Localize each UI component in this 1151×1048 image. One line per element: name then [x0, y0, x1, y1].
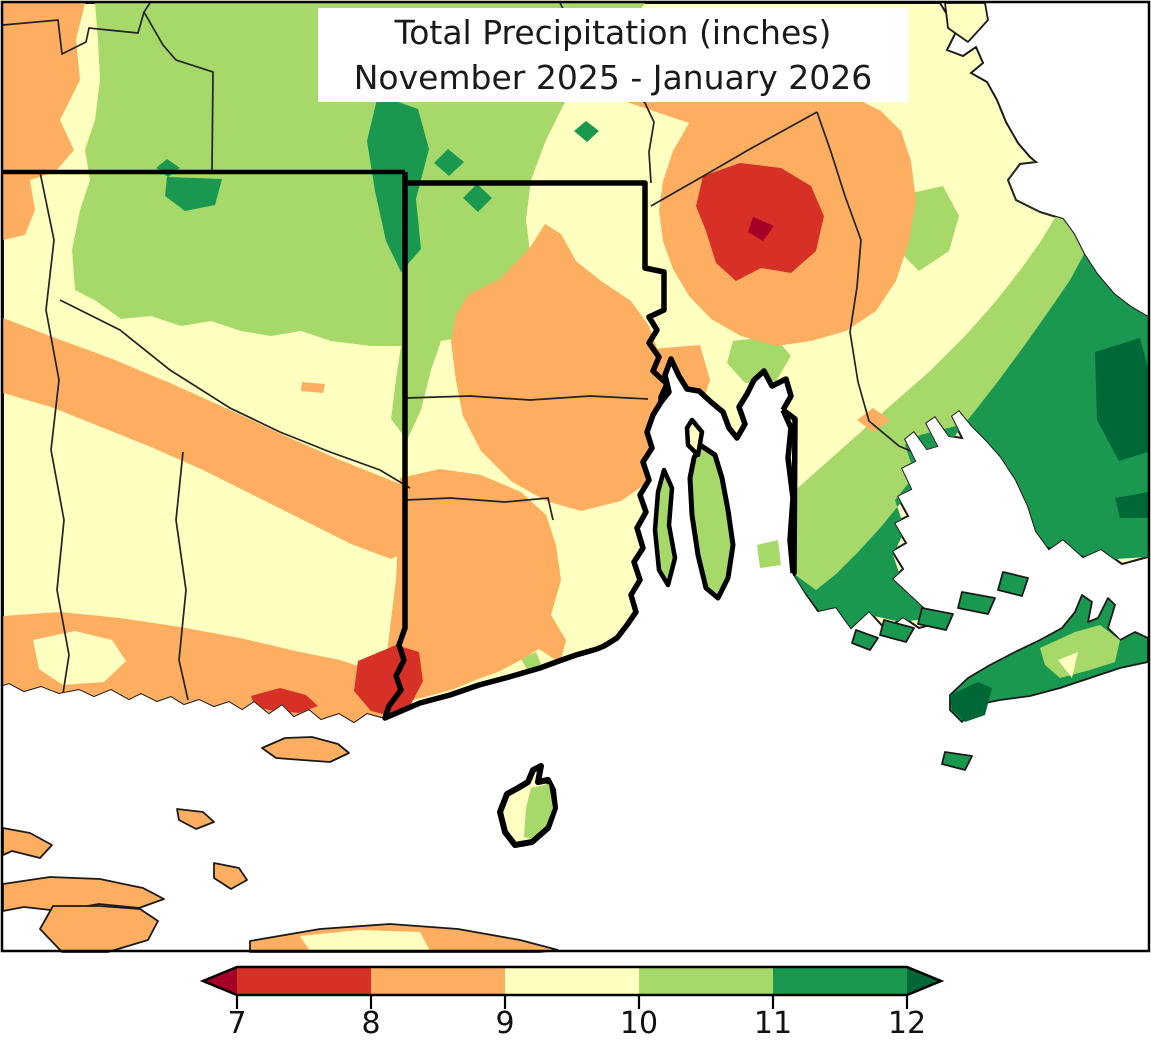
elizabeth-island-5: [851, 629, 879, 651]
precip-region-orange-central-ri: [451, 224, 669, 511]
county-line: [39, 171, 70, 701]
colorbar: [199, 965, 945, 1009]
elizabeth-island-1: [997, 571, 1029, 597]
colorbar-segment-10-11: [639, 967, 773, 995]
precip-diamond-dark-green-3: [574, 121, 599, 142]
marthas-vineyard-light-green: [1040, 625, 1120, 678]
precip-region-darkest-green-falmouth: [1095, 338, 1148, 461]
gardiners-island: [213, 862, 248, 890]
colorbar-left-arrow: [203, 967, 237, 995]
shelter-island-blob: [39, 905, 159, 953]
precip-region-orange-south-ri: [386, 469, 566, 701]
colorbar-tick-label-12: 12: [887, 1006, 927, 1041]
nomans-island: [941, 751, 973, 771]
precip-region-se-mass-light-green: [755, 162, 1084, 590]
block-island-green-half: [524, 784, 553, 839]
ri-border-west-south: [382, 172, 598, 721]
prudence-island: [684, 417, 705, 458]
colorbar-tick-label-8: 8: [361, 1006, 381, 1041]
marthas-vineyard-darkest-tip: [950, 682, 992, 722]
colorbar-tick-label-9: 9: [495, 1006, 515, 1041]
colorbar-segment-11-12: [773, 967, 907, 995]
colorbar-tick-label-11: 11: [753, 1006, 793, 1041]
precip-diamond-orange: [857, 408, 890, 432]
precip-region-orange-left-band: [3, 318, 432, 559]
map-frame: [0, 0, 1151, 953]
title-line-1: Total Precipitation (inches): [394, 13, 832, 52]
precip-blob-dark-green-north: [367, 95, 429, 272]
precip-diamond-dark-green-1: [434, 149, 464, 176]
county-line: [650, 111, 818, 207]
elizabeth-island-2: [957, 591, 996, 615]
county-line: [175, 451, 189, 701]
precip-patch-light-green-central: [727, 336, 791, 383]
conanicut-island: [652, 467, 678, 588]
precip-tip-light-green-strip: [757, 540, 781, 568]
ri-border-east-strip: [781, 407, 798, 576]
marthas-vineyard-yellow-triangle: [1058, 652, 1078, 678]
fishers-island: [261, 736, 350, 763]
precip-region-red-westerly: [354, 645, 423, 716]
ri-border-bay-head: [658, 356, 794, 441]
county-line: [3, 3, 151, 56]
block-island: [497, 763, 558, 848]
precip-diamond-dark-red: [748, 217, 774, 241]
county-line: [405, 395, 649, 401]
precip-region-north-light-green: [72, 3, 645, 440]
precip-dash-orange-ri: [301, 382, 325, 393]
county-line: [143, 11, 214, 173]
county-line: [59, 299, 411, 489]
colorbar-segment-7-8: [237, 967, 371, 995]
colorbar-segment-9-10: [505, 967, 639, 995]
county-line: [405, 497, 554, 521]
south-fork-yellow-strip: [300, 930, 430, 951]
precip-shading-layer: [3, 3, 1148, 722]
north-fork: [2, 876, 165, 912]
colorbar-tick-label-7: 7: [227, 1006, 247, 1041]
ri-border-north-east-bay: [405, 180, 670, 652]
title-line-2: November 2025 - January 2026: [353, 58, 873, 97]
elizabeth-island-4: [879, 619, 915, 643]
aquidneck-island: [687, 442, 736, 601]
ri-border-sakonnet: [780, 408, 796, 574]
rhode-island-border: [382, 172, 798, 721]
plum-island: [176, 808, 215, 830]
title-box: Total Precipitation (inches) November 20…: [318, 8, 908, 102]
precip-blob-dark-green-state-line: [165, 177, 222, 211]
precip-diamond-dark-green-2: [463, 184, 492, 212]
colorbar-segment-8-9: [371, 967, 505, 995]
elizabeth-island-3: [917, 607, 954, 631]
precip-region-dark-green-coastal-band: [793, 254, 1148, 630]
precip-patch-darkest-green-small: [1115, 492, 1148, 518]
colorbar-tick-label-10: 10: [619, 1006, 659, 1041]
outer-islands: [2, 2, 1149, 953]
precip-region-orange-top-left: [3, 3, 85, 240]
precip-region-red-ct-coast: [251, 688, 318, 713]
colorbar-ticks: [235, 995, 909, 1009]
precip-pocket-pale-yellow-ct: [33, 631, 126, 685]
colorbar-right-arrow: [907, 967, 941, 995]
